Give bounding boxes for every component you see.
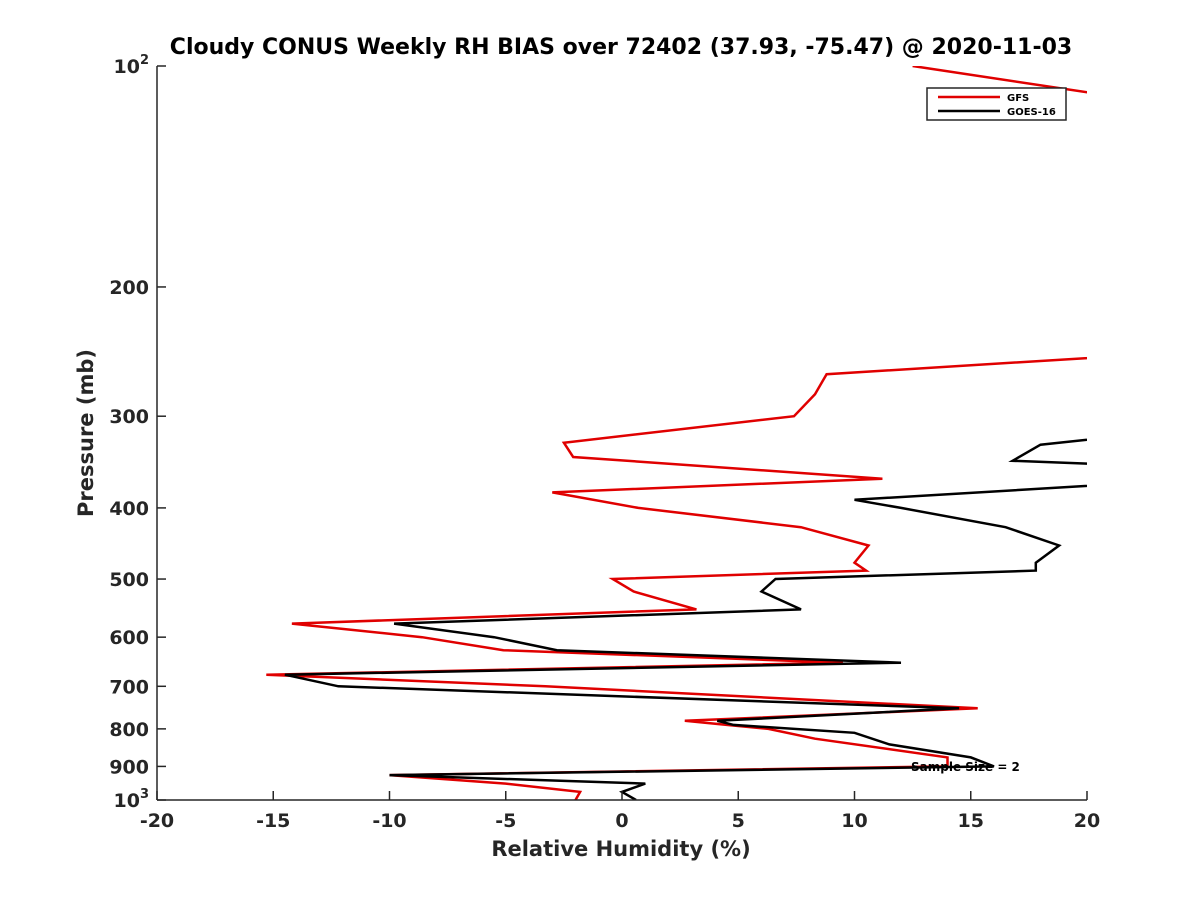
x-tick-label: -15: [256, 810, 290, 832]
y-ticks: 102 200 300 400 500 600 700 800 900 103: [109, 53, 166, 812]
series-layer: [266, 66, 1087, 800]
y-tick-label: 600: [109, 627, 149, 649]
x-ticks: -20 -15 -10 -5 0 5 10 15 20: [140, 791, 1100, 832]
x-axis-label: Relative Humidity (%): [491, 837, 750, 861]
y-tick-label: 300: [109, 406, 149, 428]
y-tick-label: 103: [114, 787, 150, 812]
y-tick-label: 500: [109, 569, 149, 591]
legend: GFS GOES-16: [926, 87, 1067, 121]
series-line-goes-16: [284, 438, 1087, 800]
sample-size-annotation: Sample Size = 2: [911, 760, 1020, 774]
legend-label-goes-16: GOES-16: [1007, 107, 1056, 118]
x-tick-label: 5: [732, 810, 745, 832]
x-tick-label: -5: [495, 810, 516, 832]
x-tick-label: 10: [841, 810, 867, 832]
y-tick-label: 900: [109, 756, 149, 778]
x-tick-label: 0: [615, 810, 628, 832]
x-tick-label: -10: [372, 810, 406, 832]
x-tick-label: -20: [140, 810, 174, 832]
series-line-gfs: [266, 66, 1087, 800]
y-tick-label: 800: [109, 719, 149, 741]
legend-label-gfs: GFS: [1007, 93, 1029, 104]
y-tick-label: 200: [109, 277, 149, 299]
x-tick-label: 20: [1074, 810, 1100, 832]
legend-box: [926, 87, 1067, 121]
y-tick-label: 102: [114, 53, 150, 78]
y-axis-label: Pressure (mb): [74, 349, 98, 517]
y-tick-label: 700: [109, 676, 149, 698]
x-tick-label: 15: [958, 810, 984, 832]
chart-title: Cloudy CONUS Weekly RH BIAS over 72402 (…: [170, 35, 1072, 60]
y-tick-label: 400: [109, 498, 149, 520]
